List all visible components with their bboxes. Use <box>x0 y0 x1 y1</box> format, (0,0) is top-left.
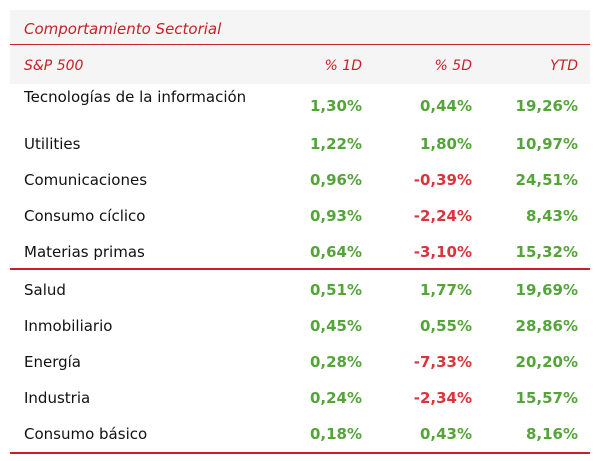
table-row: Industria 0,24% -2,34% 15,57% <box>10 380 590 416</box>
table-row: Tecnologías de la información 1,30% 0,44% 1… <box>10 88 590 124</box>
table-row: Consumo cíclico 0,93% -2,24% 8,43% <box>10 198 590 234</box>
value-d1: 1,30% <box>309 97 362 115</box>
column-header-1d: % 1D <box>324 58 362 74</box>
sector-name: Salud <box>24 281 66 299</box>
sector-name: Industria <box>24 389 91 407</box>
column-header-index: S&P 500 <box>24 58 84 74</box>
value-d1: 0,51% <box>309 281 362 299</box>
value-d5: -2,34% <box>413 389 472 407</box>
column-header-ytd: YTD <box>550 58 578 74</box>
value-d5: 1,80% <box>419 135 472 153</box>
table-row: Consumo básico 0,18% 0,43% 8,16% <box>10 416 590 452</box>
header-band <box>10 10 590 84</box>
table-row: Salud 0,51% 1,77% 19,69% <box>10 272 590 308</box>
value-ytd: 15,57% <box>515 389 578 407</box>
table-title: Comportamiento Sectorial <box>24 20 222 38</box>
sector-name: Utilities <box>24 135 81 153</box>
table-row: Energía 0,28% -7,33% 20,20% <box>10 344 590 380</box>
sector-name: Inmobiliario <box>24 317 113 335</box>
column-header-5d: % 5D <box>434 58 472 74</box>
value-d1: 0,45% <box>309 317 362 335</box>
header-divider <box>10 44 590 45</box>
value-ytd: 8,43% <box>525 207 578 225</box>
value-ytd: 24,51% <box>515 171 578 189</box>
value-d1: 0,96% <box>309 171 362 189</box>
value-ytd: 15,32% <box>515 243 578 261</box>
table-bottom-border <box>10 452 590 454</box>
sector-name: Materias primas <box>24 243 145 261</box>
sector-name: Tecnologías de la información <box>24 88 247 106</box>
value-d1: 0,18% <box>309 425 362 443</box>
value-d1: 0,64% <box>309 243 362 261</box>
sector-name: Comunicaciones <box>24 171 148 189</box>
table-row: Comunicaciones 0,96% -0,39% 24,51% <box>10 162 590 198</box>
value-d5: 1,77% <box>419 281 472 299</box>
value-ytd: 20,20% <box>515 353 578 371</box>
value-ytd: 10,97% <box>515 135 578 153</box>
sector-name: Consumo básico <box>24 425 148 443</box>
value-ytd: 8,16% <box>525 425 578 443</box>
value-d5: 0,43% <box>419 425 472 443</box>
value-d1: 0,28% <box>309 353 362 371</box>
table-row: Utilities 1,22% 1,80% 10,97% <box>10 126 590 162</box>
table-row: Inmobiliario 0,45% 0,55% 28,86% <box>10 308 590 344</box>
value-d5: -0,39% <box>413 171 472 189</box>
value-ytd: 28,86% <box>515 317 578 335</box>
value-d1: 0,24% <box>309 389 362 407</box>
value-d5: -7,33% <box>413 353 472 371</box>
value-d1: 0,93% <box>309 207 362 225</box>
sector-name: Energía <box>24 353 81 371</box>
value-ytd: 19,69% <box>515 281 578 299</box>
value-d5: 0,44% <box>419 97 472 115</box>
table-row: Materias primas 0,64% -3,10% 15,32% <box>10 234 590 270</box>
sector-name: Consumo cíclico <box>24 207 146 225</box>
value-ytd: 19,26% <box>515 97 578 115</box>
group-separator <box>10 268 590 270</box>
value-d5: -2,24% <box>413 207 472 225</box>
value-d5: 0,55% <box>419 317 472 335</box>
value-d1: 1,22% <box>309 135 362 153</box>
value-d5: -3,10% <box>413 243 472 261</box>
